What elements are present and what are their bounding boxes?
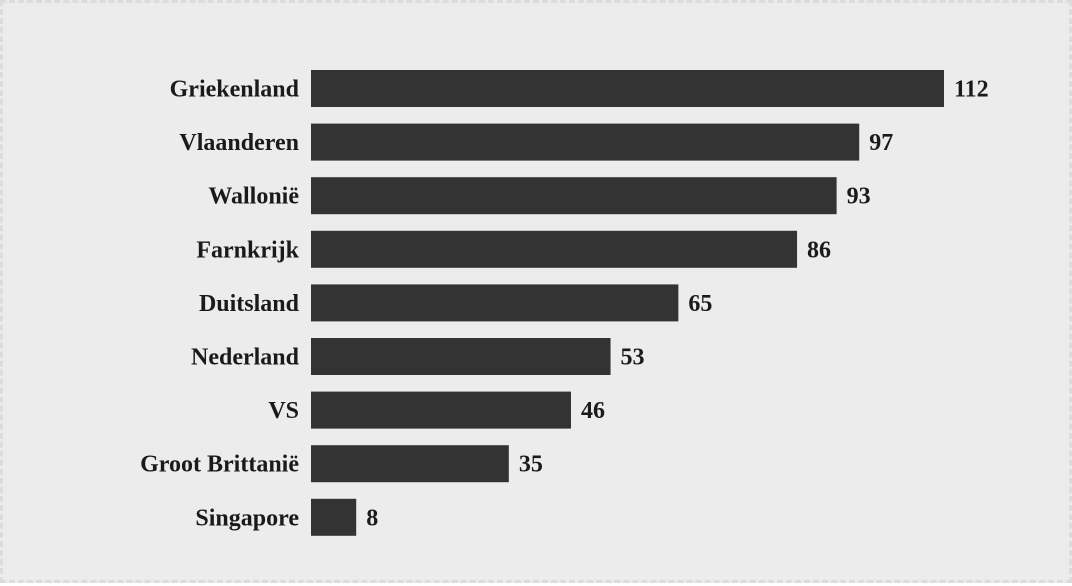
bar-duitsland (311, 284, 679, 322)
category-labels-group: Griekenland Vlaanderen Wallonië Farnkrijk Du… (140, 77, 300, 532)
bar-farnkrijk (311, 230, 798, 268)
bar-vlaanderen (311, 123, 860, 161)
category-label-nederland: Nederland (191, 345, 300, 371)
category-label-griekenland: Griekenland (170, 77, 300, 103)
value-label-singapore: 8 (366, 505, 378, 531)
bar-vs (311, 391, 571, 429)
bar-nederland (311, 338, 611, 375)
bar-groot-brittani- (311, 445, 509, 483)
category-label-groot-brittani-: Groot Brittanië (140, 452, 299, 478)
bar-chart: Griekenland Vlaanderen Wallonië Farnkrijk Du… (140, 70, 989, 536)
bar-walloni- (311, 177, 837, 215)
category-label-vlaanderen: Vlaanderen (179, 130, 299, 156)
bars-group (311, 70, 944, 536)
value-label-vlaanderen: 97 (869, 130, 893, 156)
category-label-walloni-: Wallonië (208, 184, 299, 210)
category-label-farnkrijk: Farnkrijk (196, 237, 299, 263)
value-label-duitsland: 65 (688, 291, 712, 317)
bar-singapore (311, 498, 357, 536)
category-label-vs: VS (268, 398, 299, 424)
value-label-griekenland: 112 (954, 77, 989, 103)
category-label-duitsland: Duitsland (199, 291, 300, 317)
value-label-vs: 46 (581, 398, 605, 424)
value-label-farnkrijk: 86 (807, 237, 831, 263)
bar-griekenland (311, 70, 944, 107)
value-label-groot-brittani-: 35 (519, 452, 543, 478)
value-labels-group: 112 97 93 86 65 53 46 35 8 (366, 77, 988, 532)
category-label-singapore: Singapore (195, 505, 299, 531)
value-label-nederland: 53 (621, 345, 645, 371)
value-label-walloni-: 93 (847, 184, 871, 210)
